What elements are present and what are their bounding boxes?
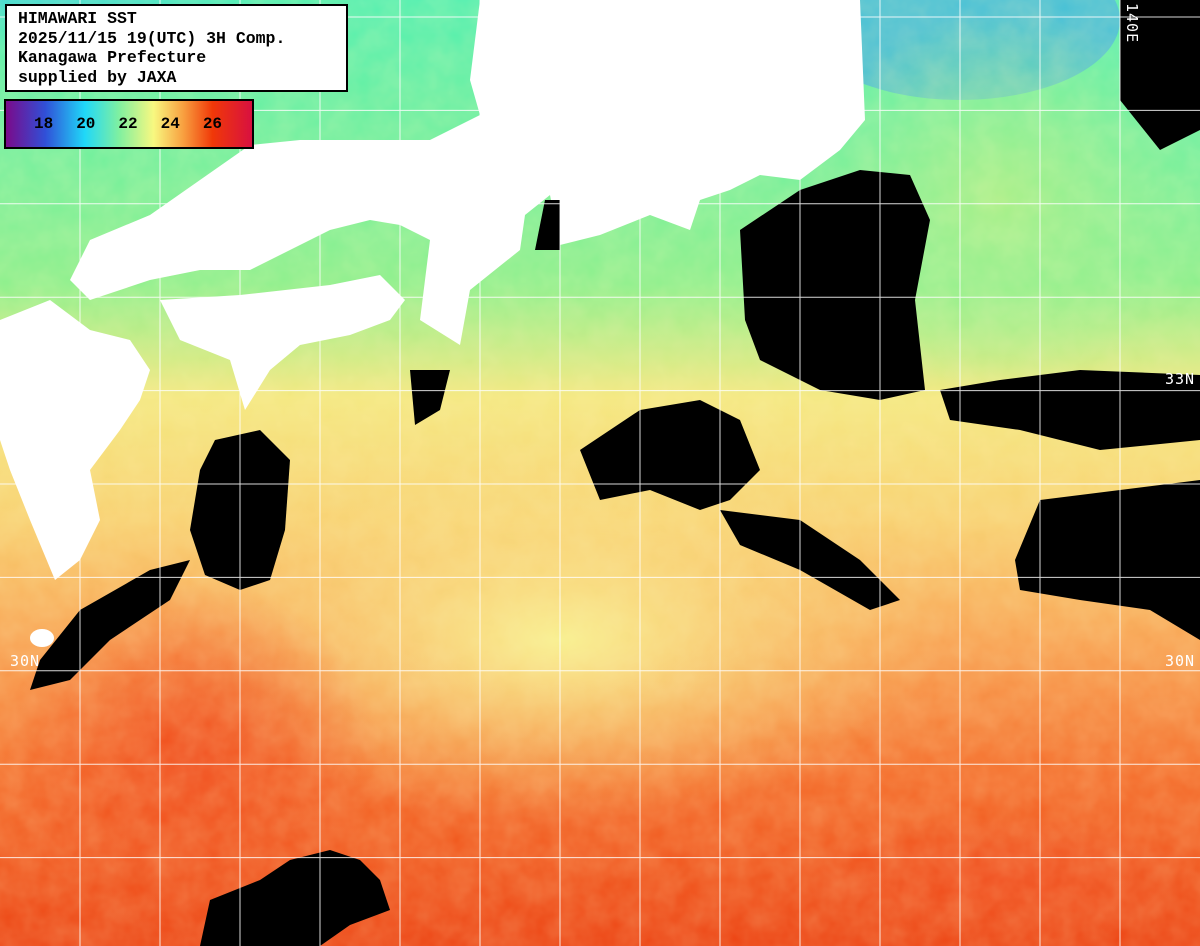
title-region: Kanagawa Prefecture <box>18 48 207 67</box>
title-box: HIMAWARI SST 2025/11/15 19(UTC) 3H Comp.… <box>5 4 348 92</box>
legend-label: 22 <box>118 115 138 133</box>
title-datetime: 2025/11/15 19(UTC) 3H Comp. <box>18 28 286 48</box>
cloud-area <box>740 170 930 400</box>
lat-label-30n: 30N <box>1165 652 1196 670</box>
title-product: HIMAWARI SST <box>18 9 137 28</box>
land-shikoku <box>160 275 405 410</box>
cloud-mask <box>30 0 1200 946</box>
cloud-area <box>30 560 190 690</box>
cloud-area <box>1120 0 1200 150</box>
legend-label: 20 <box>76 115 96 133</box>
legend-label: 26 <box>202 115 223 133</box>
cloud-area <box>940 370 1200 450</box>
lat-label-33n-left: 33 <box>10 370 31 388</box>
legend-label: 24 <box>160 115 180 133</box>
color-scale-legend: 18 20 22 24 26 <box>4 99 254 149</box>
cloud-area <box>410 370 450 425</box>
cloud-area <box>1015 480 1200 640</box>
lat-label-33n: 33N <box>1165 370 1196 388</box>
title-credit: supplied by JAXA <box>18 67 177 87</box>
lat-label-30n-left: 30N <box>10 652 41 670</box>
cloud-area <box>200 850 390 946</box>
cloud-area <box>720 510 900 610</box>
land-island <box>30 629 54 647</box>
legend-label: 18 <box>34 115 54 133</box>
land-kyushu <box>0 300 150 580</box>
land <box>0 0 865 647</box>
lon-label-136e: 136E <box>483 3 501 44</box>
cloud-area <box>580 400 760 510</box>
land-honshu <box>70 0 865 345</box>
cloud-area <box>535 200 560 250</box>
lon-label-140e: 140E <box>1123 3 1141 44</box>
